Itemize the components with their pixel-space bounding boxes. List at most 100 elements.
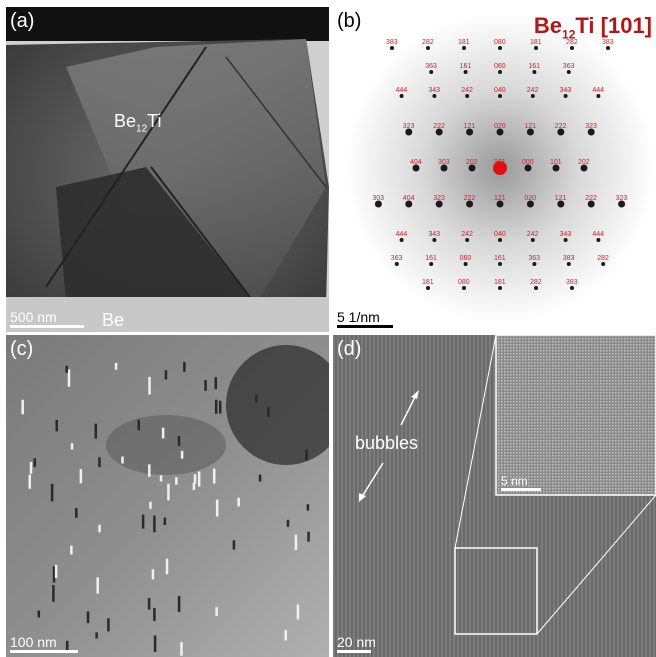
spot-index-label: 242 bbox=[527, 231, 539, 238]
bubble-mark bbox=[70, 545, 73, 555]
diffraction-spot bbox=[498, 94, 502, 98]
diffraction-spot bbox=[394, 262, 399, 266]
diffraction-spot bbox=[374, 200, 382, 208]
bubble-mark bbox=[141, 514, 145, 529]
diffraction-spot bbox=[530, 238, 535, 242]
panel-c-bubble-image: (c) 100 nm bbox=[6, 335, 329, 657]
diffraction-spot bbox=[432, 238, 437, 242]
spot-index-label: 323 bbox=[433, 195, 445, 202]
bubble-mark bbox=[305, 449, 308, 461]
panel-label: (d) bbox=[337, 338, 362, 360]
diffraction-spot bbox=[580, 164, 588, 172]
spot-index-label: 101 bbox=[550, 159, 562, 166]
spot-index-label: 282 bbox=[422, 39, 434, 46]
diffraction-spot bbox=[399, 94, 404, 98]
bubble-mark bbox=[193, 474, 197, 484]
diffraction-spot bbox=[557, 128, 565, 136]
bubble-mark bbox=[148, 376, 151, 395]
diffraction-spot bbox=[405, 128, 413, 136]
spot-index-label: 222 bbox=[585, 195, 597, 202]
bubble-marks bbox=[21, 361, 310, 656]
spot-index-label: 343 bbox=[428, 231, 440, 238]
diffraction-spot bbox=[435, 200, 443, 208]
bubble-mark bbox=[215, 607, 218, 616]
spot-index-label: 282 bbox=[566, 39, 578, 46]
scale-line bbox=[10, 650, 78, 653]
spot-index-label: 363 bbox=[563, 63, 575, 70]
spot-index-label: 242 bbox=[461, 87, 473, 94]
matrix-annotation: Be bbox=[102, 310, 125, 330]
bubble-mark bbox=[215, 499, 219, 517]
spot-index-label: 383 bbox=[602, 39, 614, 46]
spot-index-label: 242 bbox=[461, 231, 473, 238]
panel-b-pattern: 383 282 181 080 181 282 383 363 161 060 161 363 444 3… bbox=[333, 7, 656, 332]
scale-bar-a: 500 nm bbox=[10, 309, 84, 328]
bubble-mark bbox=[54, 564, 58, 579]
scale-label: 500 nm bbox=[10, 309, 57, 325]
spot-index-label: 222 bbox=[464, 195, 476, 202]
bubble-mark bbox=[121, 456, 124, 464]
spot-index-label: 282 bbox=[597, 255, 609, 262]
diffraction-spot bbox=[498, 286, 502, 290]
bubble-mark bbox=[21, 399, 24, 415]
spot-index-label: 020 bbox=[494, 123, 506, 130]
scale-bar-d: 20 nm bbox=[337, 634, 376, 653]
bubble-mark bbox=[161, 427, 165, 439]
spot-index-label: 444 bbox=[396, 87, 408, 94]
diffraction-spot bbox=[532, 262, 537, 266]
spot-index-label: 161 bbox=[460, 63, 472, 70]
bubble-mark bbox=[165, 558, 169, 575]
spot-index-label: 181 bbox=[458, 39, 470, 46]
spot-index-label: 363 bbox=[528, 255, 540, 262]
spot-index-label: 323 bbox=[403, 123, 415, 130]
scale-bar-b: 5 1/nm bbox=[337, 309, 393, 328]
diffraction-spot bbox=[524, 164, 532, 172]
diffraction-spot bbox=[390, 46, 394, 50]
spot-index-label: 323 bbox=[616, 195, 628, 202]
diffraction-spot bbox=[526, 200, 534, 208]
bubble-mark bbox=[255, 394, 258, 403]
spot-index-label: 363 bbox=[425, 63, 437, 70]
bubble-mark bbox=[55, 419, 58, 432]
spot-index-label: 444 bbox=[592, 231, 604, 238]
diffraction-spot bbox=[566, 70, 571, 74]
spot-index-label: 222 bbox=[433, 123, 445, 130]
bubble-mark bbox=[212, 468, 216, 484]
spot-index-label: 303 bbox=[438, 159, 450, 166]
spot-index-label: 323 bbox=[585, 123, 597, 130]
diffraction-spot bbox=[606, 46, 610, 50]
spot-index-label: 121 bbox=[524, 123, 536, 130]
panel-a-bright-field-image: (a) Be12Ti Be 500 nm bbox=[6, 7, 329, 332]
spot-index-label: 040 bbox=[494, 231, 506, 238]
diffraction-spot bbox=[530, 94, 535, 98]
bubble-mark bbox=[175, 477, 178, 485]
phase-annotation: Be12Ti bbox=[114, 111, 161, 135]
scale-label: 20 nm bbox=[337, 634, 376, 650]
bubble-mark bbox=[50, 483, 54, 502]
bubble-mark bbox=[153, 635, 157, 653]
diffraction-spot bbox=[440, 164, 448, 172]
bubble-mark bbox=[164, 370, 168, 380]
spot-index-label: 404 bbox=[403, 195, 415, 202]
spot-index-label: 343 bbox=[560, 231, 572, 238]
diffraction-spot bbox=[587, 128, 595, 136]
bubble-mark bbox=[183, 361, 186, 372]
diffraction-spot bbox=[534, 46, 538, 50]
bubble-mark bbox=[159, 475, 163, 482]
bubble-mark bbox=[147, 598, 151, 610]
diffraction-spot bbox=[570, 286, 574, 290]
diffraction-spots: 383 282 181 080 181 282 383 363 161 060 161 363 444 3… bbox=[372, 39, 627, 290]
panel-c-micrograph bbox=[6, 335, 329, 657]
bubble-mark bbox=[67, 369, 71, 387]
diffraction-spot bbox=[399, 238, 404, 242]
spot-index-label: 343 bbox=[428, 87, 440, 94]
bubble-mark bbox=[86, 611, 90, 624]
diffraction-spot bbox=[532, 70, 537, 74]
diffraction-spot bbox=[557, 200, 565, 208]
diffraction-spot bbox=[426, 46, 430, 50]
spot-index-label: 444 bbox=[396, 231, 408, 238]
bubble-mark bbox=[192, 482, 196, 490]
zone-axis-title: Be12Ti [101] bbox=[534, 13, 652, 41]
bubble-mark bbox=[197, 471, 201, 487]
panel-b-diffraction-pattern: 383 282 181 080 181 282 383 363 161 060 161 363 444 3… bbox=[333, 7, 656, 332]
